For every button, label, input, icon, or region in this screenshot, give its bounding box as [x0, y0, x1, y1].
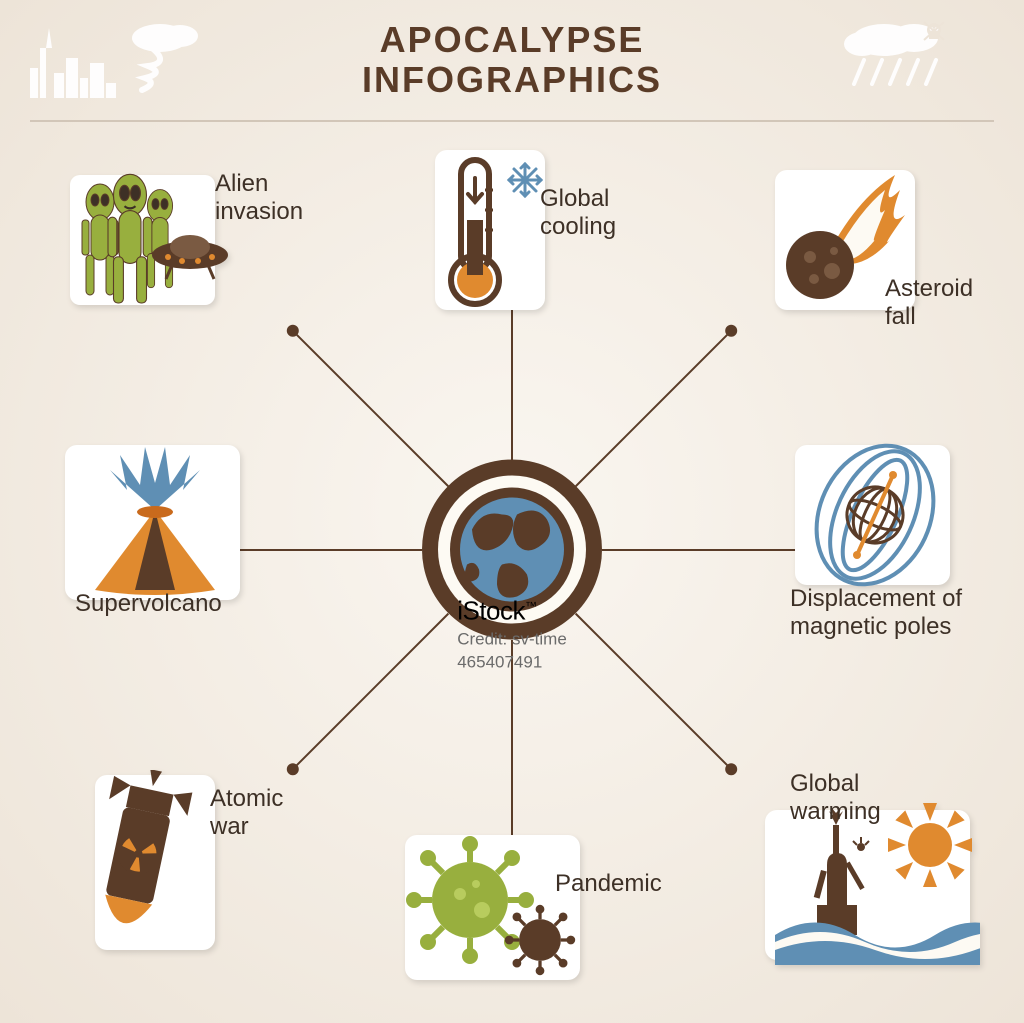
- card-magnetic-poles: [790, 440, 960, 605]
- card-atomic-war: [90, 770, 230, 965]
- watermark-id: 465407491: [457, 652, 567, 675]
- label-global-cooling: Global cooling: [540, 185, 616, 240]
- label-alien-invasion: Alien invasion: [215, 170, 303, 225]
- label-supervolcano: Supervolcano: [75, 590, 222, 618]
- label-atomic-war: Atomic war: [210, 785, 283, 840]
- watermark-tm: ™: [525, 599, 537, 613]
- watermark-credit-label: Credit:: [457, 630, 507, 649]
- label-asteroid-fall: Asteroid fall: [885, 275, 973, 330]
- page-title: APOCALYPSE INFOGRAPHICS: [0, 20, 1024, 99]
- label-pandemic: Pandemic: [555, 870, 662, 898]
- watermark-credit: sv-time: [512, 630, 567, 649]
- title-line-2: INFOGRAPHICS: [0, 60, 1024, 100]
- card-supervolcano: [60, 440, 250, 615]
- watermark: iStock™ Credit: sv-time 465407491: [457, 594, 567, 675]
- watermark-brand: iStock: [457, 596, 525, 626]
- title-line-1: APOCALYPSE: [0, 20, 1024, 60]
- divider: [30, 120, 994, 122]
- label-magnetic-poles: Displacement of magnetic poles: [790, 585, 962, 640]
- card-pandemic: [400, 830, 590, 995]
- label-global-warming: Global warming: [790, 770, 881, 825]
